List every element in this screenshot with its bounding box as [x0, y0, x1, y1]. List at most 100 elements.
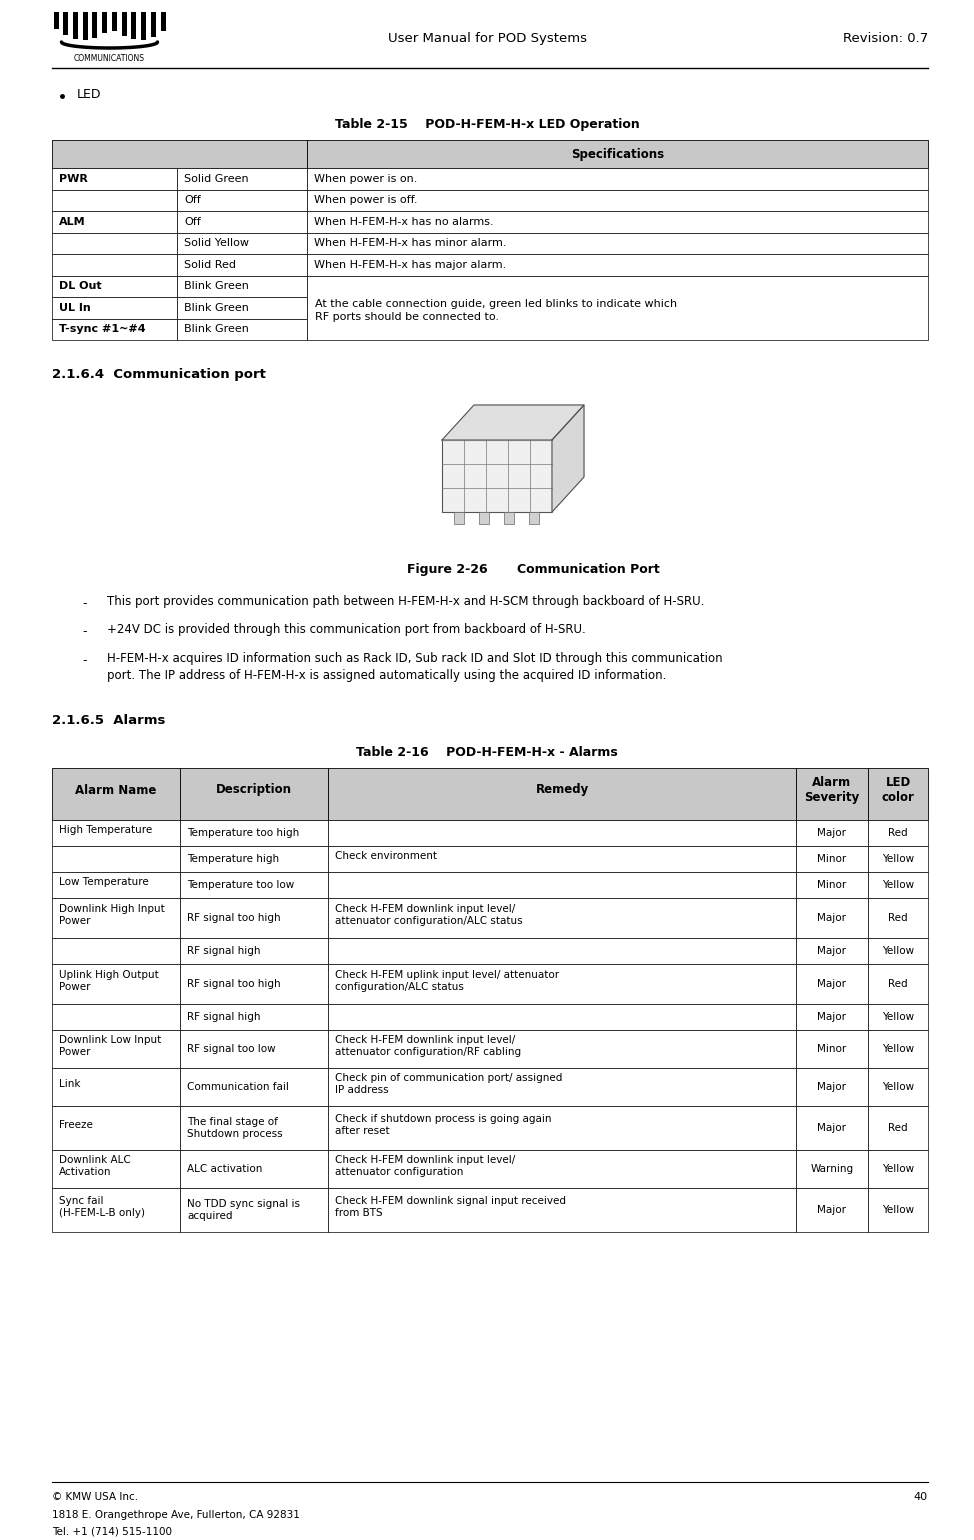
- Bar: [868, 1150, 928, 1187]
- Text: -: -: [82, 598, 87, 610]
- Text: PWR: PWR: [59, 174, 88, 183]
- Bar: [73, 12, 78, 38]
- Bar: [328, 1150, 796, 1187]
- Text: Check H-FEM uplink input level/ attenuator
configuration/ALC status: Check H-FEM uplink input level/ attenuat…: [335, 970, 559, 992]
- Bar: [52, 211, 177, 233]
- Text: Red: Red: [888, 979, 908, 989]
- Text: Check H-FEM downlink input level/
attenuator configuration/RF cabling: Check H-FEM downlink input level/ attenu…: [335, 1035, 521, 1056]
- Bar: [180, 938, 328, 964]
- Bar: [177, 319, 307, 340]
- Bar: [83, 12, 88, 40]
- Text: T-sync #1~#4: T-sync #1~#4: [59, 325, 146, 334]
- Bar: [307, 276, 928, 340]
- Text: Solid Yellow: Solid Yellow: [184, 239, 249, 248]
- Text: User Manual for POD Systems: User Manual for POD Systems: [388, 32, 586, 45]
- Text: RF signal too high: RF signal too high: [187, 913, 281, 922]
- Bar: [180, 1187, 328, 1232]
- Bar: [180, 898, 328, 938]
- Bar: [796, 1004, 868, 1030]
- Text: RF signal too high: RF signal too high: [187, 979, 281, 989]
- Bar: [307, 168, 928, 189]
- Text: When power is on.: When power is on.: [314, 174, 418, 183]
- Bar: [52, 1004, 180, 1030]
- Bar: [52, 845, 180, 872]
- Text: 2.1.6.5  Alarms: 2.1.6.5 Alarms: [52, 715, 166, 727]
- Bar: [52, 964, 180, 1004]
- Text: Check pin of communication port/ assigned
IP address: Check pin of communication port/ assigne…: [335, 1073, 562, 1095]
- Text: Blink Green: Blink Green: [184, 303, 249, 313]
- Text: Sync fail
(H-FEM-L-B only): Sync fail (H-FEM-L-B only): [59, 1195, 145, 1218]
- Bar: [868, 872, 928, 898]
- Bar: [177, 233, 307, 254]
- Text: RF signal too low: RF signal too low: [187, 1044, 276, 1053]
- Text: RF signal high: RF signal high: [187, 946, 260, 956]
- Bar: [442, 440, 552, 511]
- Text: Check H-FEM downlink input level/
attenuator configuration/ALC status: Check H-FEM downlink input level/ attenu…: [335, 904, 523, 926]
- Text: Major: Major: [817, 1204, 846, 1215]
- Text: Blink Green: Blink Green: [184, 325, 249, 334]
- Bar: [796, 1187, 868, 1232]
- Bar: [868, 845, 928, 872]
- Text: Solid Green: Solid Green: [184, 174, 248, 183]
- Text: Yellow: Yellow: [881, 879, 914, 890]
- Text: ALM: ALM: [59, 217, 86, 226]
- Bar: [52, 189, 177, 211]
- Bar: [796, 1106, 868, 1150]
- Text: ALC activation: ALC activation: [187, 1164, 262, 1173]
- Text: Red: Red: [888, 829, 908, 838]
- Bar: [93, 12, 97, 38]
- Bar: [180, 1150, 328, 1187]
- Text: 1818 E. Orangethrope Ave, Fullerton, CA 92831: 1818 E. Orangethrope Ave, Fullerton, CA …: [52, 1511, 300, 1520]
- Bar: [52, 276, 177, 297]
- Bar: [52, 819, 180, 845]
- Bar: [52, 254, 177, 276]
- Bar: [63, 12, 68, 35]
- Text: Warning: Warning: [810, 1164, 853, 1173]
- Bar: [180, 1004, 328, 1030]
- Text: Alarm
Severity: Alarm Severity: [805, 776, 860, 804]
- Bar: [112, 12, 117, 31]
- Text: When H-FEM-H-x has minor alarm.: When H-FEM-H-x has minor alarm.: [314, 239, 506, 248]
- Text: Red: Red: [888, 913, 908, 922]
- Text: Downlink Low Input
Power: Downlink Low Input Power: [59, 1035, 162, 1056]
- Text: Temperature high: Temperature high: [187, 855, 280, 864]
- Text: Tel. +1 (714) 515-1100: Tel. +1 (714) 515-1100: [52, 1526, 172, 1535]
- Polygon shape: [442, 405, 584, 440]
- Text: Communication fail: Communication fail: [187, 1083, 289, 1092]
- Bar: [52, 140, 307, 168]
- Bar: [177, 168, 307, 189]
- Text: Check H-FEM downlink signal input received
from BTS: Check H-FEM downlink signal input receiv…: [335, 1195, 566, 1218]
- Bar: [52, 898, 180, 938]
- Bar: [177, 189, 307, 211]
- Bar: [52, 938, 180, 964]
- Bar: [796, 898, 868, 938]
- Bar: [868, 1004, 928, 1030]
- Text: Minor: Minor: [817, 879, 846, 890]
- Text: When power is off.: When power is off.: [314, 196, 418, 205]
- Bar: [868, 1106, 928, 1150]
- Bar: [180, 1069, 328, 1106]
- Text: When H-FEM-H-x has no alarms.: When H-FEM-H-x has no alarms.: [314, 217, 494, 226]
- Bar: [796, 938, 868, 964]
- Bar: [177, 297, 307, 319]
- Text: LED: LED: [77, 88, 101, 102]
- Bar: [796, 1150, 868, 1187]
- Text: Description: Description: [216, 784, 292, 796]
- Bar: [52, 233, 177, 254]
- Bar: [151, 12, 156, 37]
- Bar: [328, 1187, 796, 1232]
- Text: Off: Off: [184, 217, 201, 226]
- Bar: [479, 511, 489, 524]
- Text: Major: Major: [817, 979, 846, 989]
- Bar: [454, 511, 464, 524]
- Text: +24V DC is provided through this communication port from backboard of H-SRU.: +24V DC is provided through this communi…: [107, 624, 585, 636]
- Text: Off: Off: [184, 196, 201, 205]
- Text: Check H-FEM downlink input level/
attenuator configuration: Check H-FEM downlink input level/ attenu…: [335, 1155, 515, 1177]
- Bar: [52, 297, 177, 319]
- Text: Uplink High Output
Power: Uplink High Output Power: [59, 970, 159, 992]
- Bar: [328, 938, 796, 964]
- Text: Figure 2-26: Figure 2-26: [407, 564, 488, 576]
- Bar: [328, 872, 796, 898]
- Bar: [328, 768, 796, 819]
- Bar: [328, 845, 796, 872]
